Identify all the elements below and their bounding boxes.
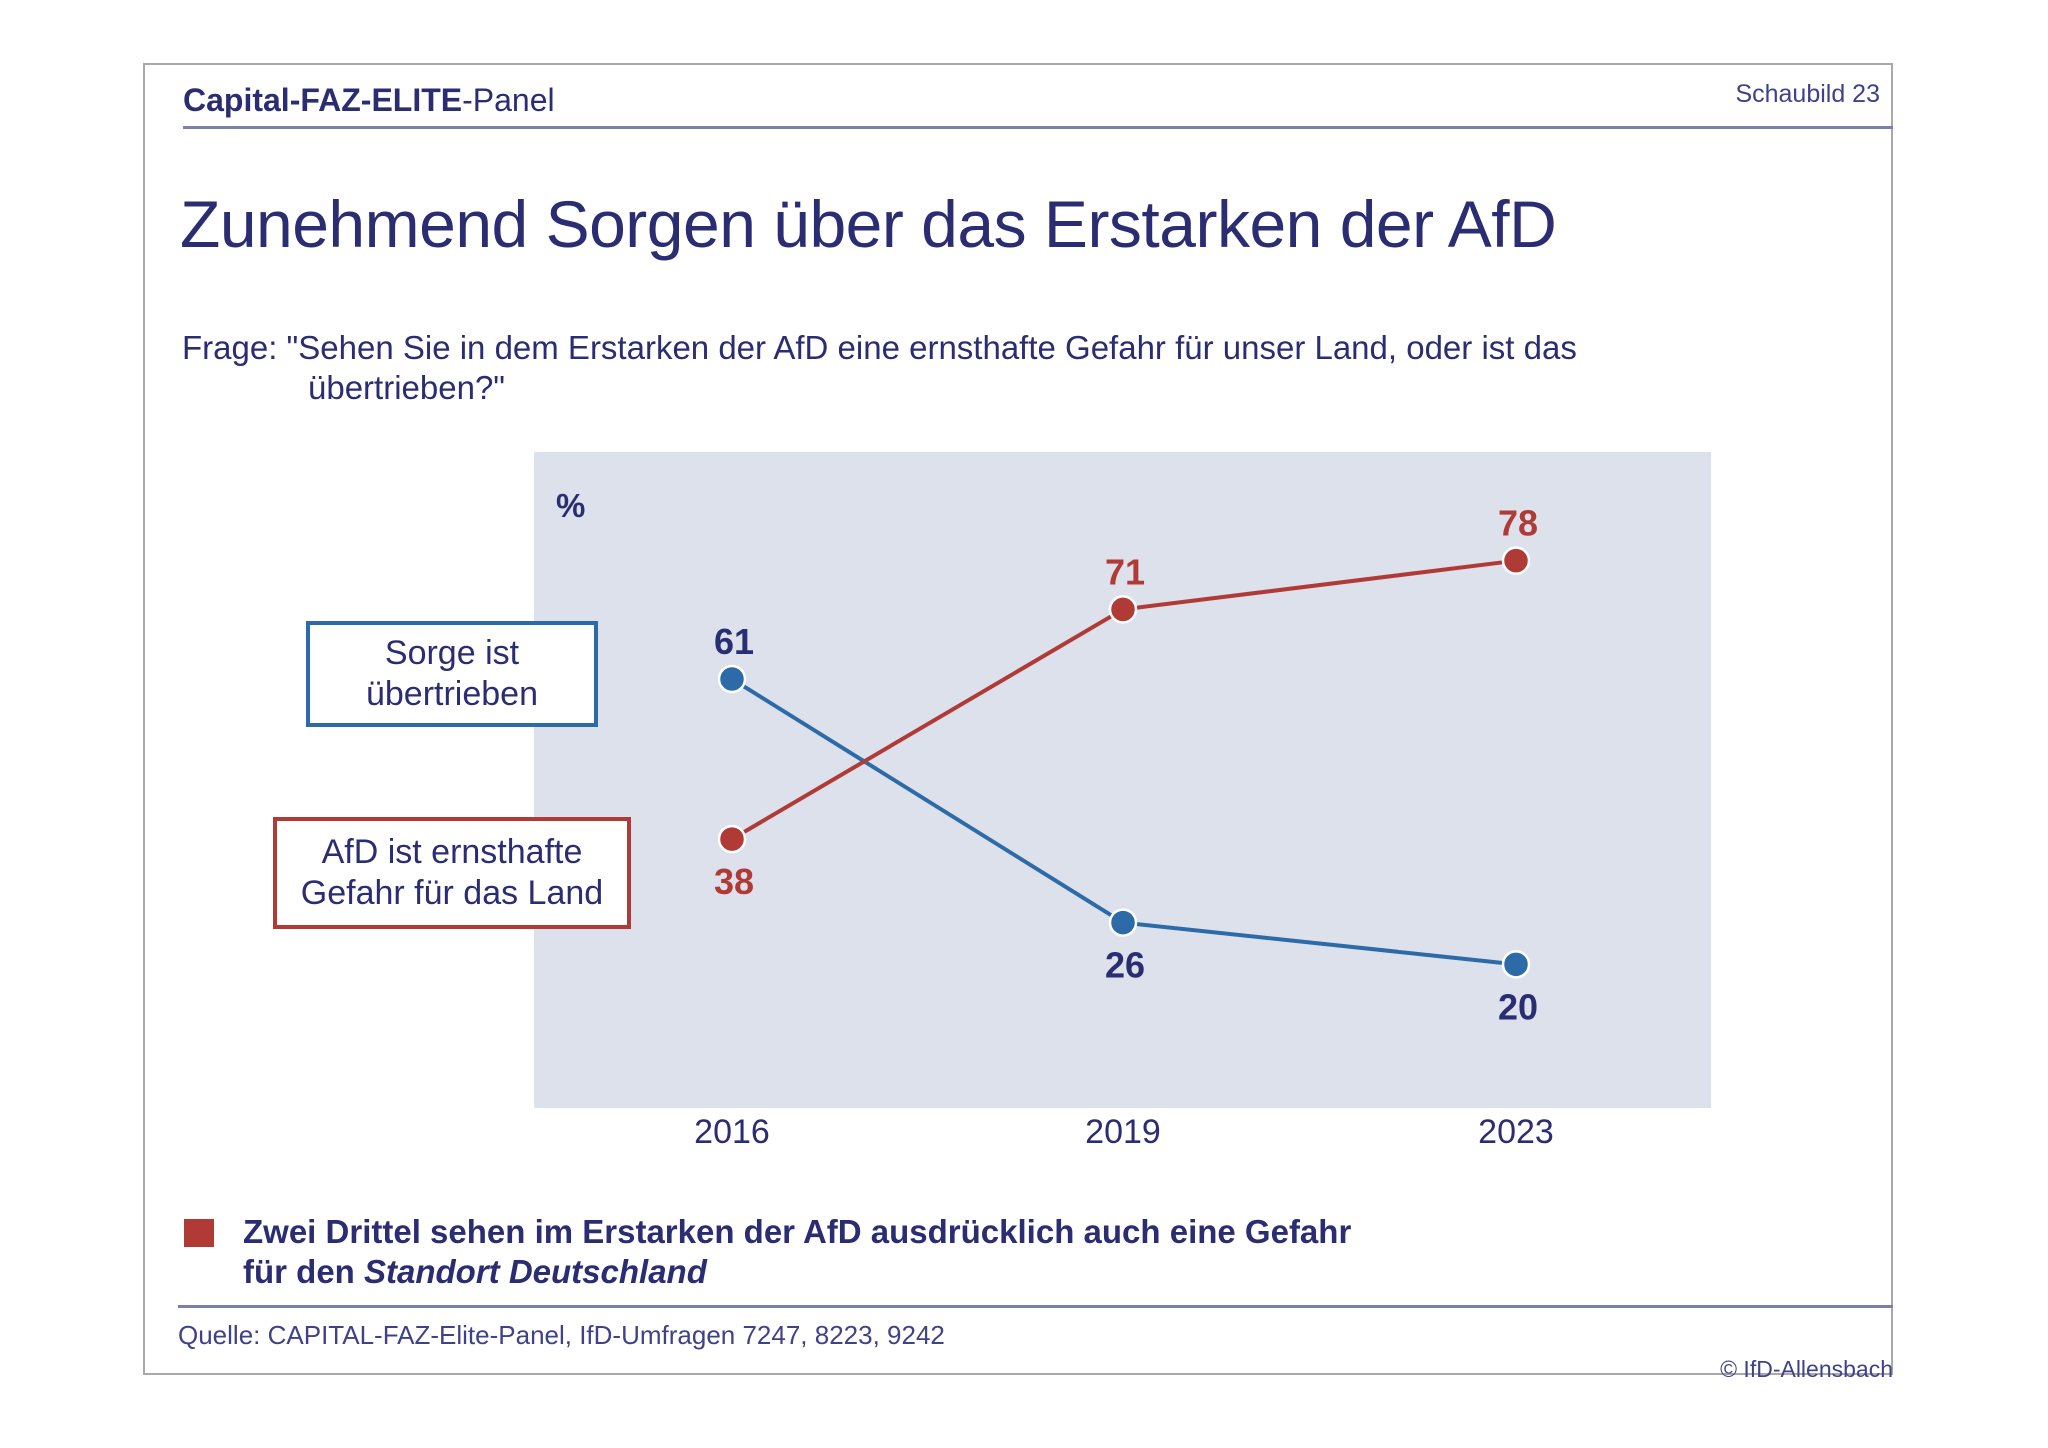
survey-question: Frage: "Sehen Sie in dem Erstarken der A… <box>182 328 1577 408</box>
data-point <box>717 824 747 854</box>
key-finding: Zwei Drittel sehen im Erstarken der AfD … <box>243 1212 1351 1292</box>
x-tick-label: 2019 <box>1085 1113 1161 1151</box>
data-point <box>1501 546 1531 575</box>
x-tick-label: 2023 <box>1478 1113 1554 1151</box>
legend-sorge-uebertrieben: Sorge ist übertrieben <box>306 621 598 727</box>
square-bullet-icon <box>184 1219 214 1247</box>
data-point <box>717 664 747 694</box>
legend-afd-gefahr: AfD ist ernsthafte Gefahr für das Land <box>273 817 631 929</box>
data-label: 71 <box>1105 551 1145 592</box>
source-note: Quelle: CAPITAL-FAZ-Elite-Panel, IfD-Umf… <box>178 1320 945 1350</box>
data-point <box>1108 908 1138 937</box>
legend-blue-line-1: Sorge ist <box>384 634 520 672</box>
legend-red-line-2: Gefahr für das Land <box>300 874 604 912</box>
header-divider <box>183 126 1893 129</box>
chart-title: Zunehmend Sorgen über das Erstarken der … <box>180 187 1557 261</box>
key-finding-line-1: Zwei Drittel sehen im Erstarken der AfD … <box>243 1213 1352 1250</box>
series-afd-gefahr: 38 71 78 <box>714 503 1538 902</box>
panel-brand: Capital-FAZ-ELITE-Panel <box>183 82 555 119</box>
brand-faz-elite: FAZ-ELITE <box>300 82 463 118</box>
brand-capital: Capital- <box>183 82 301 118</box>
data-label: 26 <box>1105 945 1145 986</box>
brand-panel: -Panel <box>462 82 555 118</box>
data-label: 38 <box>714 861 754 902</box>
data-label: 78 <box>1498 503 1538 544</box>
question-line-1: Frage: "Sehen Sie in dem Erstarken der A… <box>182 329 1577 366</box>
question-line-2: übertrieben?" <box>308 369 506 406</box>
data-label: 20 <box>1498 986 1538 1027</box>
legend-red-line-1: AfD ist ernsthafte <box>321 833 583 871</box>
legend-blue-line-2: übertrieben <box>365 675 538 713</box>
x-tick-label: 2016 <box>694 1113 770 1151</box>
data-label: 61 <box>714 621 754 662</box>
figure-number: Schaubild 23 <box>1735 80 1880 108</box>
y-unit-label: % <box>556 487 585 524</box>
key-finding-prefix: für den <box>243 1253 364 1290</box>
footer-divider <box>178 1305 1893 1308</box>
data-point <box>1501 950 1531 979</box>
series-sorge-uebertrieben: 61 26 20 <box>714 621 1538 1027</box>
copyright: © IfD-Allensbach <box>1720 1356 1893 1382</box>
slide-frame <box>143 63 1893 1375</box>
key-finding-emphasis: Standort Deutschland <box>364 1253 707 1290</box>
key-finding-line-2: für den Standort Deutschland <box>243 1252 1351 1292</box>
data-point <box>1108 595 1138 624</box>
